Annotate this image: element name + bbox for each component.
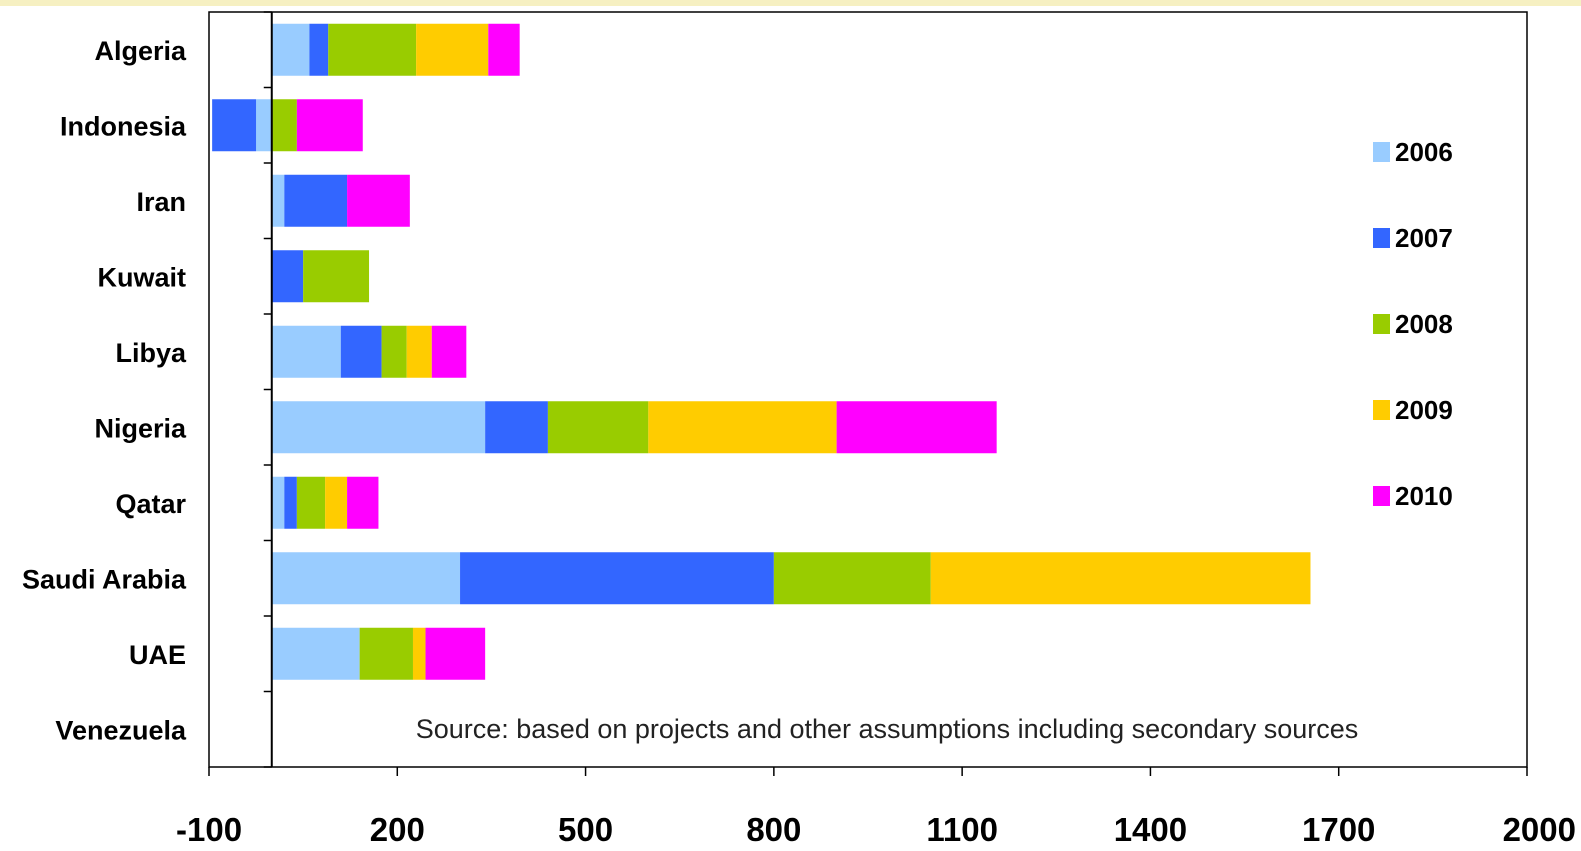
category-label-iran: Iran [136,187,186,217]
bar-indonesia-2008 [271,99,297,152]
category-label-kuwait: Kuwait [97,262,186,292]
category-ticks [263,11,272,768]
legend-item-2009: 2009 [1373,395,1453,425]
x-axis-ticks [208,767,1528,776]
x-tick-label: 200 [370,811,425,848]
bar-iran-2010 [347,174,410,227]
bar-saudi-arabia-2006 [271,552,461,605]
legend-item-2010: 2010 [1373,481,1453,511]
legend-label: 2006 [1395,137,1453,167]
bar-qatar-2007 [284,476,297,529]
bar-kuwait-2007 [271,250,304,303]
bar-saudi-arabia-2009 [930,552,1311,605]
bar-uae-2008 [359,627,413,680]
source-annotation: Source: based on projects and other assu… [416,714,1359,744]
x-tick-label: 1700 [1302,811,1375,848]
bar-qatar-2009 [325,476,348,529]
bars-group [212,23,1311,680]
bar-uae-2006 [271,627,360,680]
x-tick-label: 800 [746,811,801,848]
bar-uae-2010 [425,627,486,680]
bar-algeria-2009 [416,23,489,76]
bar-iran-2007 [284,174,348,227]
legend-item-2006: 2006 [1373,137,1453,167]
category-label-venezuela: Venezuela [55,715,187,745]
legend-label: 2010 [1395,481,1453,511]
x-axis-labels: -100 200 500 800 1100 1400 1700 2000 [176,811,1576,848]
bar-algeria-2008 [328,23,417,76]
legend-swatch [1373,228,1390,248]
x-tick-label: 500 [558,811,613,848]
bar-saudi-arabia-2007 [460,552,774,605]
x-tick-label: -100 [176,811,242,848]
bar-qatar-2008 [296,476,326,529]
legend-item-2008: 2008 [1373,309,1453,339]
legend: 2006 2007 2008 2009 2010 [1373,137,1453,511]
bar-libya-2006 [271,325,341,378]
x-tick-label: 2000 [1503,811,1576,848]
bar-indonesia-2007 [212,99,257,152]
category-labels: Algeria Indonesia Iran Kuwait Libya Nigeria Qa… [22,36,187,746]
bar-libya-2009 [406,325,432,378]
bar-indonesia-2006 [256,99,272,152]
category-label-qatar: Qatar [115,489,186,519]
bar-algeria-2006 [271,23,310,76]
legend-label: 2009 [1395,395,1453,425]
category-label-saudi-arabia: Saudi Arabia [22,564,187,594]
bar-indonesia-2010 [296,99,363,152]
bar-algeria-2010 [488,23,520,76]
bar-nigeria-2010 [836,401,997,454]
bar-libya-2008 [381,325,407,378]
bar-nigeria-2009 [648,401,837,454]
bar-kuwait-2008 [303,250,370,303]
bar-nigeria-2006 [271,401,486,454]
legend-swatch [1373,142,1390,162]
legend-swatch [1373,400,1390,420]
bar-iran-2006 [271,174,285,227]
x-tick-label: 1400 [1114,811,1187,848]
top-decorative-strip [0,0,1581,6]
category-label-libya: Libya [115,338,187,368]
bar-libya-2010 [431,325,467,378]
legend-swatch [1373,486,1390,506]
bar-nigeria-2008 [547,401,649,454]
category-label-indonesia: Indonesia [60,111,187,141]
bar-uae-2009 [412,627,426,680]
category-label-nigeria: Nigeria [94,413,187,443]
bar-qatar-2006 [271,476,285,529]
legend-label: 2008 [1395,309,1453,339]
legend-label: 2007 [1395,223,1453,253]
bar-libya-2007 [340,325,382,378]
x-tick-label: 1100 [926,811,998,848]
bar-qatar-2010 [347,476,379,529]
bar-nigeria-2007 [485,401,548,454]
bar-algeria-2007 [309,23,329,76]
legend-item-2007: 2007 [1373,223,1453,253]
category-label-algeria: Algeria [94,36,187,66]
bar-saudi-arabia-2008 [773,552,931,605]
category-label-uae: UAE [129,640,186,670]
legend-swatch [1373,314,1390,334]
plot-frame [208,11,1528,768]
